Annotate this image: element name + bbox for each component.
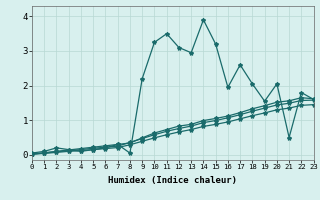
X-axis label: Humidex (Indice chaleur): Humidex (Indice chaleur) bbox=[108, 176, 237, 185]
